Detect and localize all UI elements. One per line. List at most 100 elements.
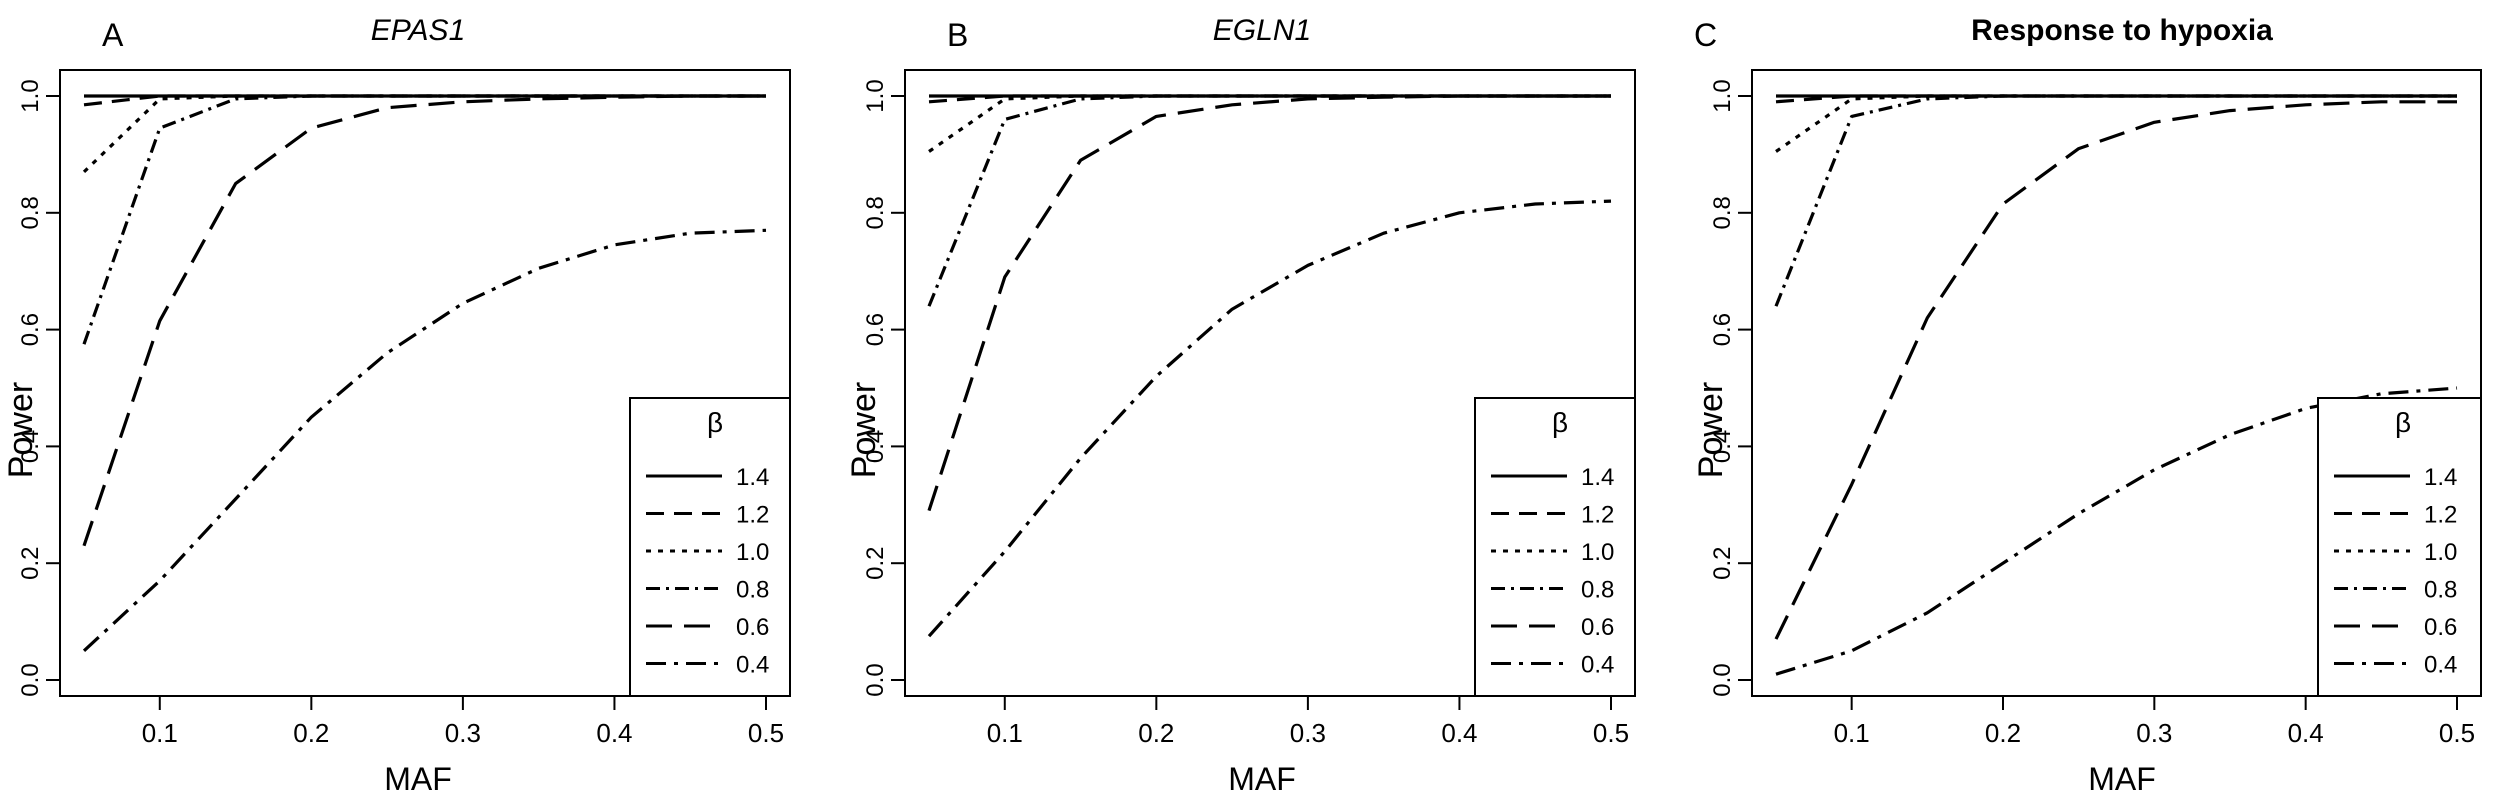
y-tick-label: 0.0 bbox=[17, 663, 44, 696]
y-tick-label: 0.4 bbox=[862, 430, 889, 463]
series-layer bbox=[82, 94, 767, 652]
panel-letter: C bbox=[1694, 17, 1717, 53]
y-tick-label: 0.8 bbox=[17, 196, 44, 229]
legend-title: β bbox=[707, 407, 723, 438]
series-line-1.0 bbox=[1775, 94, 2457, 153]
legend-title: β bbox=[2395, 407, 2411, 438]
legend-label: 1.2 bbox=[1581, 502, 1614, 529]
x-tick-label: 0.5 bbox=[2439, 718, 2475, 748]
legend-label: 0.4 bbox=[736, 652, 769, 679]
series-line-1.0 bbox=[928, 94, 1611, 153]
y-tick-label: 0.0 bbox=[862, 663, 889, 696]
x-tick-label: 0.5 bbox=[748, 718, 784, 748]
panel-title: Response to hypoxia bbox=[1971, 14, 2273, 47]
series-line-0.8 bbox=[82, 94, 766, 345]
x-tick-label: 0.1 bbox=[987, 718, 1023, 748]
x-axis: 0.1 0.2 0.3 0.4 0.5 bbox=[142, 696, 784, 748]
legend-label: 0.8 bbox=[736, 577, 769, 604]
x-tick-label: 0.3 bbox=[2136, 718, 2172, 748]
series-layer bbox=[927, 94, 1612, 638]
legend-label: 0.6 bbox=[2424, 614, 2457, 641]
plot-frame bbox=[904, 69, 1636, 697]
y-axis-label: Power bbox=[845, 382, 883, 478]
x-tick-label: 0.2 bbox=[1985, 718, 2021, 748]
legend-label: 1.0 bbox=[736, 539, 769, 566]
y-axis: 0.0 0.2 0.4 0.6 0.8 1.0 bbox=[1709, 79, 1752, 697]
legend-label: 1.4 bbox=[736, 464, 769, 491]
x-tick-label: 0.5 bbox=[1593, 718, 1629, 748]
series-line-0.6 bbox=[82, 94, 766, 547]
legend-label: 1.0 bbox=[1581, 539, 1614, 566]
x-tick-label: 0.4 bbox=[1441, 718, 1477, 748]
x-tick-label: 0.1 bbox=[1834, 718, 1870, 748]
legend-items: 1.4 1.2 1.0 0.8 0.6 0.4 bbox=[2334, 464, 2457, 679]
legend: β 1.4 1.2 1.0 0.8 0.6 0.4 bbox=[629, 397, 791, 697]
x-tick-label: 0.4 bbox=[596, 718, 632, 748]
y-tick-label: 0.4 bbox=[17, 430, 44, 463]
panel-title: EGLN1 bbox=[1213, 14, 1311, 47]
legend-label: 0.6 bbox=[736, 614, 769, 641]
legend: β 1.4 1.2 1.0 0.8 0.6 0.4 bbox=[1474, 397, 1636, 697]
plot-frame bbox=[59, 69, 791, 697]
x-tick-label: 0.4 bbox=[2288, 718, 2324, 748]
y-tick-label: 0.6 bbox=[1709, 313, 1736, 346]
legend-box bbox=[629, 397, 791, 697]
y-tick-label: 1.0 bbox=[862, 79, 889, 112]
y-tick-label: 0.4 bbox=[1709, 430, 1736, 463]
series-line-1.0 bbox=[82, 94, 766, 174]
panel-letter: B bbox=[947, 17, 968, 53]
y-axis: 0.0 0.2 0.4 0.6 0.8 1.0 bbox=[862, 79, 905, 697]
x-tick-label: 0.3 bbox=[445, 718, 481, 748]
y-tick-label: 0.6 bbox=[17, 313, 44, 346]
legend-title: β bbox=[1552, 407, 1568, 438]
x-tick-label: 0.2 bbox=[1138, 718, 1174, 748]
series-line-0.8 bbox=[927, 94, 1611, 307]
series-line-0.6 bbox=[927, 94, 1611, 512]
y-axis-label: Power bbox=[1692, 382, 1730, 478]
y-tick-label: 0.2 bbox=[17, 547, 44, 580]
series-line-0.4 bbox=[927, 199, 1612, 638]
panel-title: EPAS1 bbox=[371, 14, 466, 47]
series-line-0.6 bbox=[1774, 100, 2457, 640]
legend: β 1.4 1.2 1.0 0.8 0.6 0.4 bbox=[2317, 397, 2482, 697]
legend-label: 0.8 bbox=[2424, 577, 2457, 604]
legend-label: 1.2 bbox=[2424, 502, 2457, 529]
series-line-0.4 bbox=[82, 228, 767, 652]
legend-label: 1.0 bbox=[2424, 539, 2457, 566]
legend-items: 1.4 1.2 1.0 0.8 0.6 0.4 bbox=[1491, 464, 1614, 679]
x-tick-label: 0.2 bbox=[293, 718, 329, 748]
x-axis: 0.1 0.2 0.3 0.4 0.5 bbox=[987, 696, 1629, 748]
y-tick-label: 0.8 bbox=[1709, 196, 1736, 229]
x-axis-label: MAF bbox=[2088, 761, 2156, 797]
legend-box bbox=[1474, 397, 1636, 697]
y-tick-label: 0.8 bbox=[862, 196, 889, 229]
series-layer bbox=[1774, 94, 2458, 676]
y-axis-label: Power bbox=[2, 382, 40, 478]
legend-label: 0.4 bbox=[2424, 652, 2457, 679]
legend-label: 1.4 bbox=[1581, 464, 1614, 491]
y-tick-label: 0.2 bbox=[862, 547, 889, 580]
y-tick-label: 0.6 bbox=[862, 313, 889, 346]
legend-items: 1.4 1.2 1.0 0.8 0.6 0.4 bbox=[646, 464, 769, 679]
y-tick-label: 0.0 bbox=[1709, 663, 1736, 696]
x-tick-label: 0.1 bbox=[142, 718, 178, 748]
panel-b: B EGLN1 0.00.20.40.60.81.0 0.1 0.2 0.3 0.4 0… bbox=[845, 14, 1636, 797]
x-axis-label: MAF bbox=[1228, 761, 1296, 797]
y-tick-label: 1.0 bbox=[1709, 79, 1736, 112]
legend-box bbox=[2317, 397, 2482, 697]
panel-letter: A bbox=[102, 17, 124, 53]
legend-label: 1.4 bbox=[2424, 464, 2457, 491]
y-tick-label: 0.2 bbox=[1709, 547, 1736, 580]
series-line-0.4 bbox=[1775, 386, 2458, 676]
panel-c: C Response to hypoxia 0.0 0.2 0.4 0.6 0.8 1.0… bbox=[1692, 14, 2482, 797]
legend-label: 0.4 bbox=[1581, 652, 1614, 679]
x-tick-label: 0.3 bbox=[1290, 718, 1326, 748]
y-axis: 0.0 0.2 0.4 0.6 0.8 1.0 bbox=[17, 79, 60, 697]
legend-label: 1.2 bbox=[736, 502, 769, 529]
legend-label: 0.8 bbox=[1581, 577, 1614, 604]
x-axis: 0.1 0.2 0.3 0.4 0.5 bbox=[1834, 696, 2475, 748]
series-line-0.8 bbox=[1774, 94, 2457, 307]
legend-label: 0.6 bbox=[1581, 614, 1614, 641]
plot-frame bbox=[1751, 69, 2482, 697]
